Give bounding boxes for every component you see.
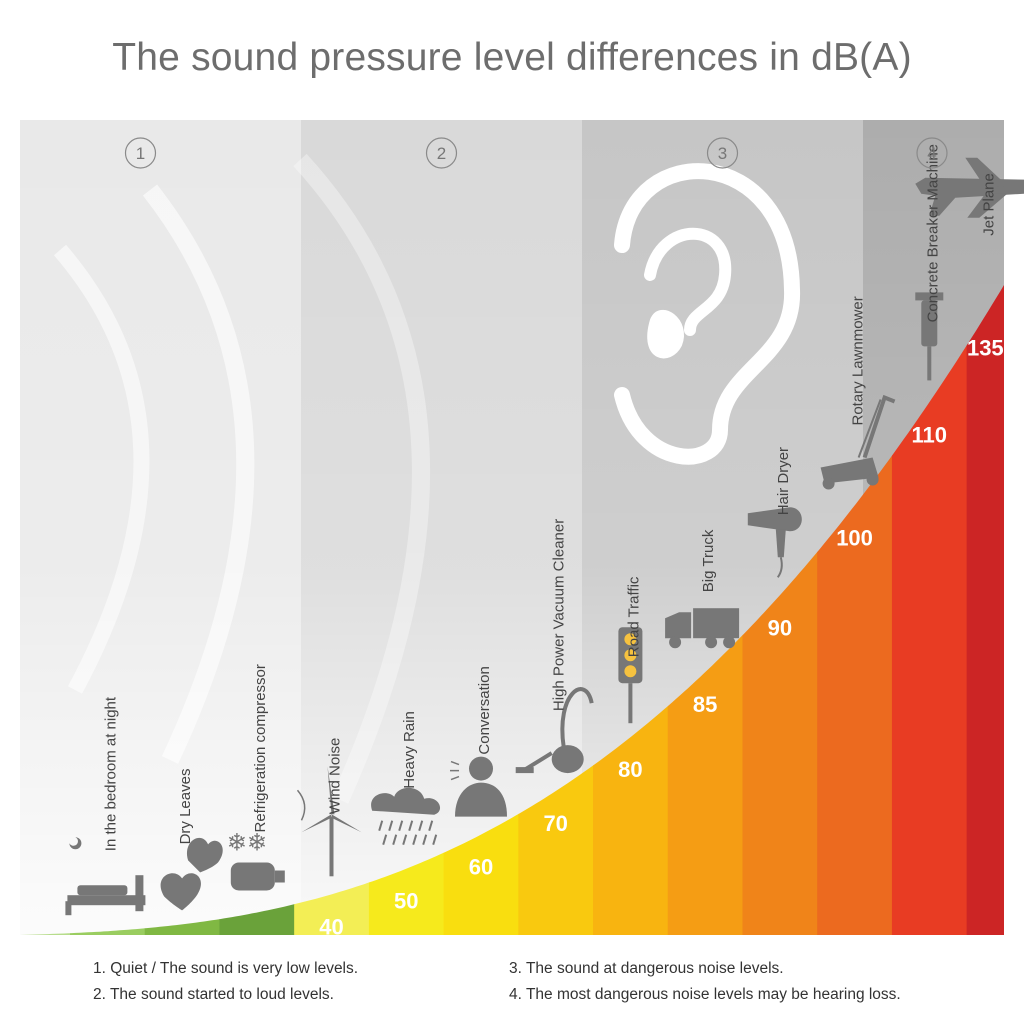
level-label: Wind Noise	[327, 738, 344, 815]
level-value-70: 70	[543, 811, 567, 836]
ear-icon	[614, 163, 801, 465]
note-item: 3. The sound at dangerous noise levels.	[509, 960, 784, 977]
level-label: Jet Plane	[980, 173, 997, 236]
level-value-40: 40	[319, 914, 343, 939]
level-value-60: 60	[469, 855, 493, 880]
zone-number-1: 1	[124, 137, 157, 169]
notes-right: 3. The sound at dangerous noise levels. 4…	[509, 956, 901, 1008]
level-label: Hair Dryer	[775, 447, 792, 515]
hair-dryer-icon	[747, 507, 802, 578]
level-label: Refrigeration compressor	[252, 664, 269, 832]
svg-text:1: 1	[136, 144, 145, 163]
compressor-icon: ❄❄	[227, 829, 285, 891]
truck-icon	[665, 608, 740, 649]
svg-text:4: 4	[927, 144, 936, 163]
level-value-135: 135	[967, 336, 1004, 361]
level-label: High Power Vacuum Cleaner	[551, 519, 568, 711]
page-title: The sound pressure level differences in …	[112, 36, 912, 79]
note-item: 4. The most dangerous noise levels may b…	[509, 986, 901, 1003]
level-label: Concrete Breaker Machine	[924, 144, 941, 322]
level-value-90: 90	[768, 615, 792, 640]
level-value-110: 110	[912, 422, 948, 447]
level-label: Big Truck	[700, 529, 717, 592]
level-value-10: 10	[95, 951, 119, 976]
level-value-80: 80	[618, 757, 642, 782]
note-item: 1. Quiet / The sound is very low levels.	[93, 960, 359, 977]
wind-turbine-icon	[296, 766, 362, 877]
lawnmower-icon	[820, 394, 896, 490]
level-value-50: 50	[394, 889, 418, 914]
level-value-20: 20	[170, 944, 194, 969]
zone-number-3: 3	[706, 137, 739, 169]
sound-wave-icon	[53, 153, 430, 804]
rain-cloud-icon	[371, 787, 441, 845]
level-bar-135	[966, 285, 1004, 935]
level-value-100: 100	[836, 526, 873, 551]
level-label: Road Traffic	[625, 576, 642, 657]
vacuum-cleaner-icon	[515, 687, 594, 774]
level-label: Rotary Lawnmower	[850, 296, 867, 425]
person-talking-icon	[450, 756, 507, 817]
airplane-icon	[915, 157, 1024, 218]
jackhammer-icon	[915, 292, 944, 381]
note-item: 2. The sound started to loud levels.	[93, 986, 334, 1003]
svg-text:❄❄: ❄❄	[227, 829, 267, 857]
level-label: In the bedroom at night	[102, 696, 119, 851]
level-value-85: 85	[693, 692, 717, 717]
level-label: Dry Leaves	[177, 769, 194, 845]
level-label: Conversation	[476, 666, 493, 754]
notes-left: 1. Quiet / The sound is very low levels.…	[93, 956, 358, 1008]
svg-text:3: 3	[718, 144, 727, 163]
level-value-30: 30	[245, 933, 269, 958]
level-label: Heavy Rain	[401, 711, 418, 789]
zone-number-4: 4	[916, 137, 948, 169]
leaves-icon	[160, 837, 223, 911]
svg-text:2: 2	[437, 144, 446, 163]
zone-number-2: 2	[425, 137, 458, 169]
traffic-light-icon	[618, 627, 643, 724]
bed-icon	[65, 837, 146, 916]
